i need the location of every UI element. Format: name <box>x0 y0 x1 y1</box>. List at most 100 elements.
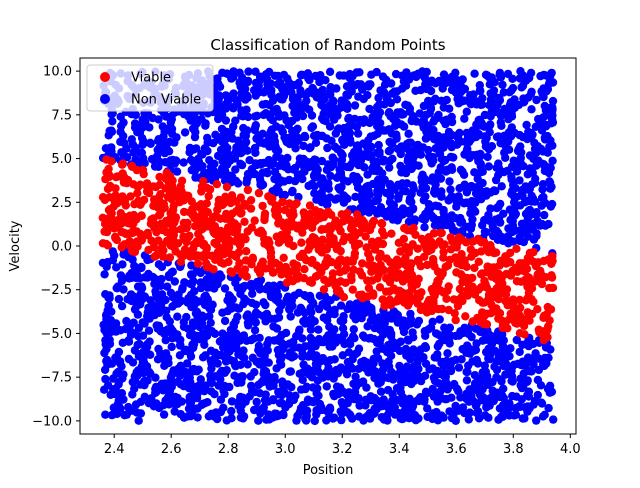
non-viable-point <box>131 400 141 409</box>
non-viable-point <box>471 183 480 192</box>
non-viable-point <box>161 336 170 345</box>
non-viable-point <box>463 133 473 142</box>
non-viable-point <box>372 347 381 356</box>
non-viable-point <box>107 322 116 331</box>
viable-point <box>382 254 391 263</box>
non-viable-point <box>255 360 264 369</box>
non-viable-point <box>192 384 201 393</box>
non-viable-point <box>288 301 297 311</box>
non-viable-point <box>224 291 234 300</box>
non-viable-point <box>279 91 289 101</box>
non-viable-point <box>133 371 142 380</box>
viable-point <box>179 207 189 217</box>
non-viable-point <box>206 371 215 380</box>
viable-point <box>190 213 199 223</box>
non-viable-point <box>322 416 331 425</box>
viable-point <box>461 312 470 321</box>
non-viable-point <box>515 74 525 83</box>
non-viable-point <box>303 395 313 404</box>
viable-point <box>547 253 557 262</box>
non-viable-point <box>464 388 473 398</box>
viable-point <box>506 309 515 318</box>
non-viable-point <box>100 270 109 279</box>
viable-point <box>317 225 326 234</box>
non-viable-point <box>516 142 525 151</box>
non-viable-point <box>200 340 209 349</box>
non-viable-point <box>186 352 196 361</box>
non-viable-point <box>227 414 236 423</box>
viable-point <box>133 189 142 198</box>
non-viable-point <box>206 318 215 327</box>
viable-point <box>266 248 276 257</box>
non-viable-point <box>484 344 493 353</box>
non-viable-point <box>415 109 424 118</box>
non-viable-point <box>442 95 451 105</box>
non-viable-point <box>528 130 537 139</box>
viable-point <box>190 239 199 249</box>
non-viable-point <box>499 167 509 177</box>
non-viable-point <box>270 167 280 177</box>
non-viable-point <box>369 131 379 140</box>
non-viable-point <box>500 104 509 114</box>
non-viable-point <box>174 290 183 299</box>
non-viable-point <box>513 359 522 368</box>
viable-point <box>243 227 252 236</box>
non-viable-point <box>145 123 154 132</box>
non-viable-point <box>485 394 495 403</box>
non-viable-point <box>308 315 317 325</box>
viable-point <box>508 266 517 276</box>
viable-point <box>199 177 208 186</box>
non-viable-point <box>112 263 121 272</box>
non-viable-point <box>153 145 162 155</box>
non-viable-point <box>532 416 541 425</box>
non-viable-point <box>194 297 203 306</box>
non-viable-point <box>104 293 113 302</box>
non-viable-point <box>495 404 505 413</box>
non-viable-point <box>244 67 253 76</box>
viable-point <box>396 257 406 267</box>
viable-point <box>282 228 292 237</box>
viable-point <box>118 160 127 169</box>
non-viable-point <box>337 415 346 425</box>
viable-point <box>507 296 517 305</box>
non-viable-point <box>151 388 161 397</box>
viable-point <box>298 228 307 237</box>
non-viable-point <box>268 293 278 302</box>
non-viable-point <box>263 169 272 178</box>
non-viable-point <box>255 389 264 398</box>
non-viable-point <box>421 331 430 340</box>
non-viable-point <box>419 101 429 111</box>
viable-point <box>461 238 471 247</box>
non-viable-point <box>440 323 449 332</box>
non-viable-point <box>445 104 454 113</box>
non-viable-point <box>331 109 340 118</box>
non-viable-point <box>262 309 272 319</box>
non-viable-point <box>456 165 466 174</box>
non-viable-point <box>193 312 202 321</box>
non-viable-point <box>361 140 370 150</box>
non-viable-point <box>479 370 489 380</box>
viable-point <box>280 205 290 215</box>
non-viable-point <box>457 217 467 226</box>
viable-point <box>105 213 114 222</box>
non-viable-point <box>503 69 513 79</box>
non-viable-point <box>245 156 254 165</box>
non-viable-point <box>385 205 395 215</box>
non-viable-point <box>114 294 124 304</box>
non-viable-point <box>164 147 174 156</box>
viable-point <box>136 200 145 209</box>
non-viable-point <box>341 129 350 138</box>
non-viable-point <box>483 380 493 389</box>
non-viable-point <box>433 342 442 351</box>
non-viable-point <box>443 349 452 358</box>
non-viable-point <box>540 353 550 363</box>
non-viable-point <box>330 355 339 364</box>
non-viable-point <box>531 174 540 183</box>
non-viable-point <box>465 153 474 163</box>
non-viable-point <box>530 144 540 154</box>
non-viable-point <box>327 342 337 351</box>
viable-point <box>394 294 403 303</box>
non-viable-point <box>106 147 115 157</box>
non-viable-point <box>548 156 557 165</box>
non-viable-point <box>190 132 200 142</box>
